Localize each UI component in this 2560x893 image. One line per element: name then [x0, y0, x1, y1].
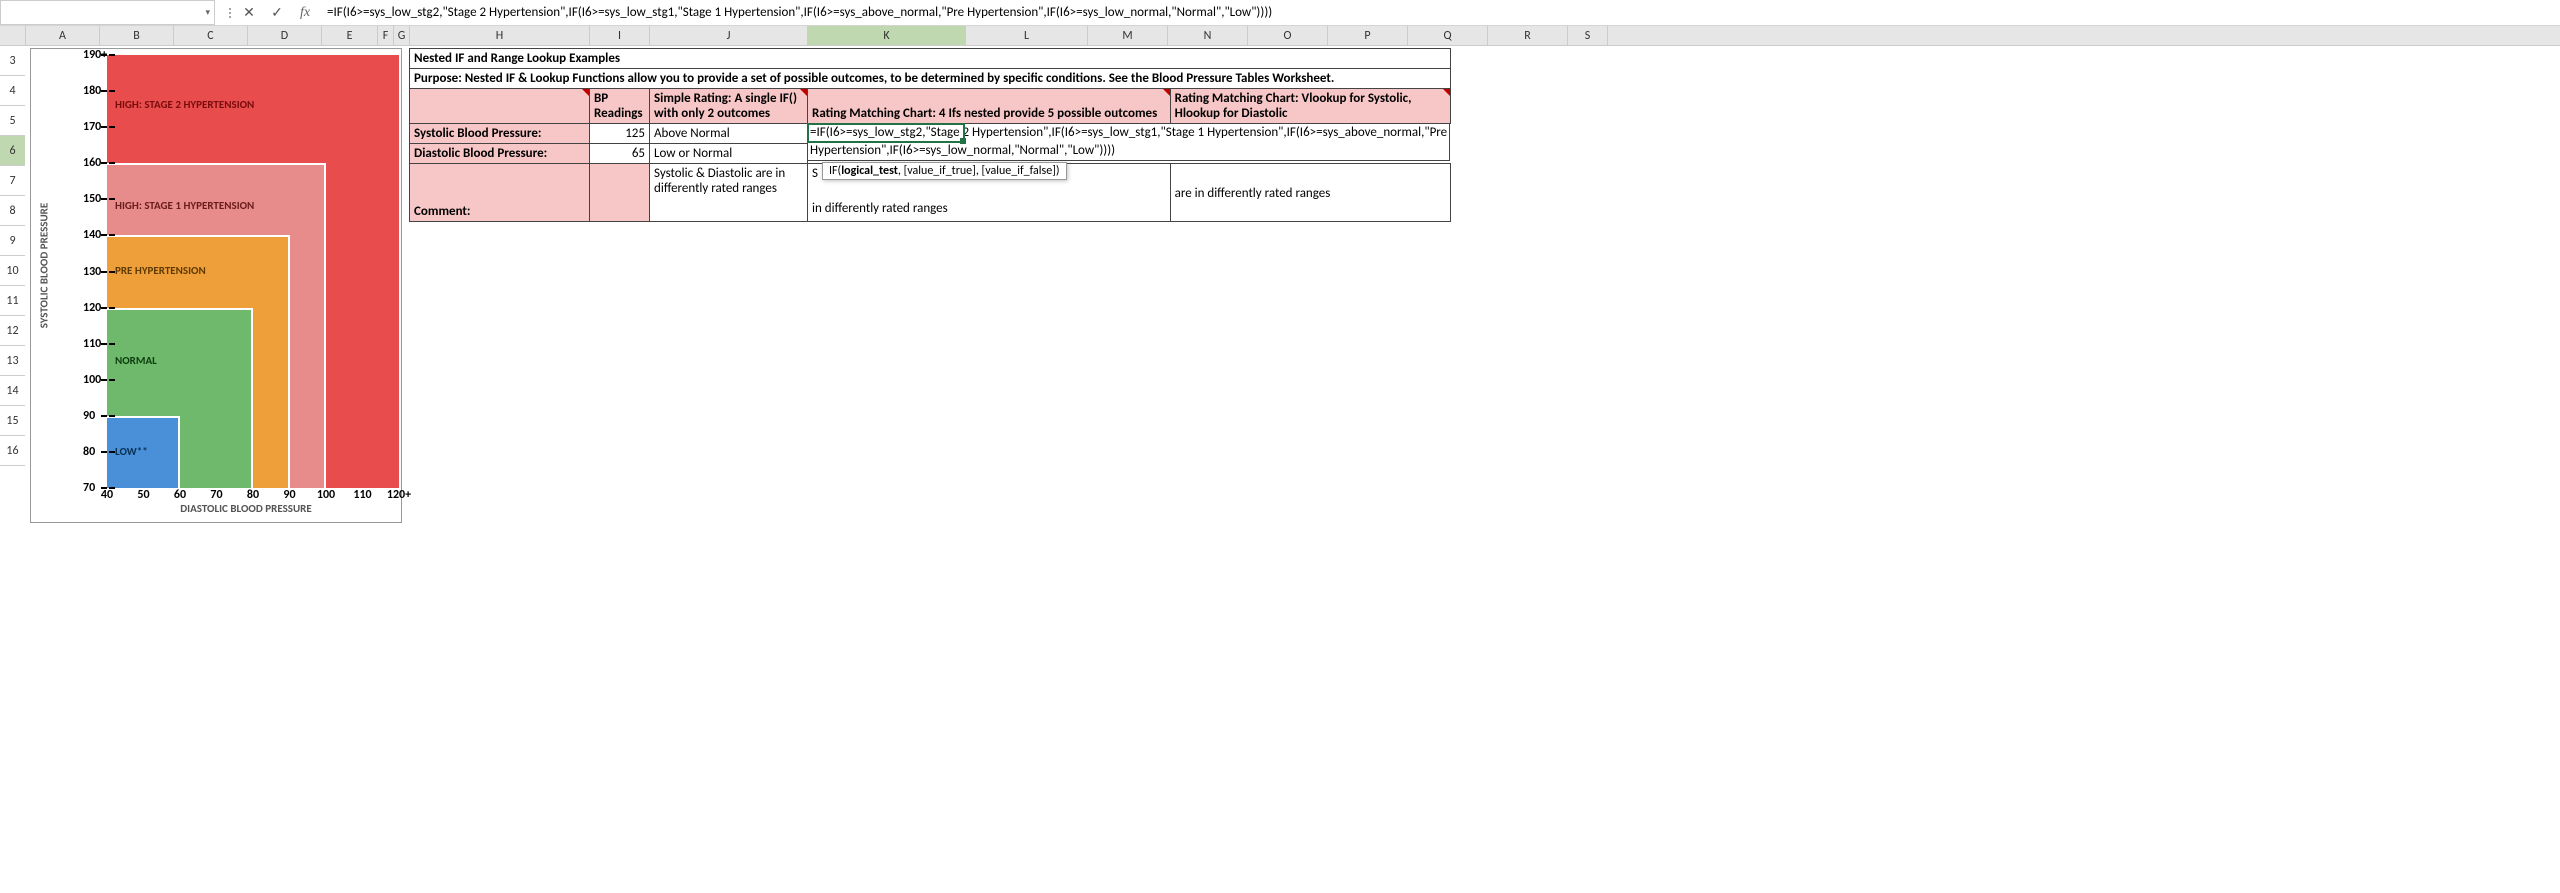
formula-overflow-2: Hypertension",IF(I6>=sys_low_normal,"Nor…	[810, 142, 1447, 160]
comment-label: Comment:	[410, 164, 590, 222]
table-purpose: Purpose: Nested IF & Lookup Functions al…	[410, 69, 1451, 89]
comment-j[interactable]: Systolic & Diastolic are in differently …	[650, 164, 808, 222]
accept-button[interactable]: ✓	[263, 0, 291, 25]
row-header-10[interactable]: 10	[0, 256, 25, 286]
fx-icon: fx	[300, 5, 310, 21]
row-header-6[interactable]: 6	[0, 136, 25, 166]
formula-overflow-1: =IF(I6>=sys_low_stg2,"Stage 2 Hypertensi…	[810, 124, 1447, 142]
row-header-8[interactable]: 8	[0, 196, 25, 226]
comment-blank	[590, 164, 650, 222]
column-header-B[interactable]: B	[100, 26, 174, 45]
zone-label-normal: NORMAL	[115, 354, 157, 367]
column-header-D[interactable]: D	[248, 26, 322, 45]
editing-cell[interactable]: =IF(I6>=sys_low_stg2,"Stage 2 Hypertensi…	[808, 124, 1450, 161]
header-rating-nested: Rating Matching Chart: 4 Ifs nested prov…	[808, 89, 1171, 124]
column-headers: ABCDEFGHIJKLMNOPQRS	[26, 26, 2560, 46]
zone-label-low: LOW**	[115, 445, 148, 458]
column-header-C[interactable]: C	[174, 26, 248, 45]
name-box[interactable]: ▾	[0, 0, 215, 25]
header-rating-vlookup: Rating Matching Chart: Vlookup for Systo…	[1170, 89, 1450, 124]
row-header-9[interactable]: 9	[0, 226, 25, 256]
table-title: Nested IF and Range Lookup Examples	[410, 49, 1451, 69]
formula-input[interactable]: =IF(I6>=sys_low_stg2,"Stage 2 Hypertensi…	[319, 0, 2560, 25]
column-header-K[interactable]: K	[808, 26, 966, 45]
bp-chart: SYSTOLIC BLOOD PRESSURE DIASTOLIC BLOOD …	[30, 48, 402, 523]
row-header-14[interactable]: 14	[0, 376, 25, 406]
comment-k[interactable]: S IF(logical_test, [value_if_true], [val…	[808, 164, 1171, 222]
cancel-button[interactable]: ✕	[235, 0, 263, 25]
y-axis-title: SYSTOLIC BLOOD PRESSURE	[33, 49, 55, 482]
chevron-down-icon[interactable]: ▾	[205, 7, 210, 18]
check-icon: ✓	[271, 4, 283, 21]
diastolic-label: Diastolic Blood Pressure:	[410, 144, 590, 164]
systolic-simple[interactable]: Above Normal	[650, 124, 808, 144]
nested-if-table: Nested IF and Range Lookup Examples Purp…	[409, 48, 1451, 222]
column-header-R[interactable]: R	[1488, 26, 1568, 45]
column-header-G[interactable]: G	[394, 26, 410, 45]
zone-label-stage2: HIGH: STAGE 2 HYPERTENSION	[115, 98, 254, 111]
diastolic-reading[interactable]: 65	[590, 144, 650, 164]
fx-button[interactable]: fx	[291, 0, 319, 25]
diastolic-simple[interactable]: Low or Normal	[650, 144, 808, 164]
column-header-M[interactable]: M	[1088, 26, 1168, 45]
select-all-corner[interactable]	[0, 26, 26, 46]
row-header-3[interactable]: 3	[0, 46, 25, 76]
column-header-J[interactable]: J	[650, 26, 808, 45]
column-header-E[interactable]: E	[322, 26, 378, 45]
column-header-H[interactable]: H	[410, 26, 590, 45]
comment-l[interactable]: are in differently rated ranges	[1170, 164, 1450, 222]
column-header-L[interactable]: L	[966, 26, 1088, 45]
data-table-area: Nested IF and Range Lookup Examples Purp…	[409, 48, 1451, 222]
systolic-reading[interactable]: 125	[590, 124, 650, 144]
header-bp-readings: BP Readings	[590, 89, 650, 124]
x-axis-title: DIASTOLIC BLOOD PRESSURE	[101, 502, 391, 520]
column-header-P[interactable]: P	[1328, 26, 1408, 45]
row-header-15[interactable]: 15	[0, 406, 25, 436]
column-header-S[interactable]: S	[1568, 26, 1608, 45]
row-header-12[interactable]: 12	[0, 316, 25, 346]
header-simple-rating: Simple Rating: A single IF() with only 2…	[650, 89, 808, 124]
function-hint: IF(logical_test, [value_if_true], [value…	[822, 162, 1067, 180]
row-header-5[interactable]: 5	[0, 106, 25, 136]
row-header-4[interactable]: 4	[0, 76, 25, 106]
plot-area: HIGH: STAGE 2 HYPERTENSION HIGH: STAGE 1 …	[107, 55, 399, 488]
zone-label-stage1: HIGH: STAGE 1 HYPERTENSION	[115, 199, 254, 212]
formula-text: =IF(I6>=sys_low_stg2,"Stage 2 Hypertensi…	[327, 5, 1272, 20]
column-header-F[interactable]: F	[378, 26, 394, 45]
systolic-label: Systolic Blood Pressure:	[410, 124, 590, 144]
formula-bar: ▾ ✕ ✓ fx =IF(I6>=sys_low_stg2,"Stage 2 H…	[0, 0, 2560, 26]
drag-handle-icon[interactable]	[225, 6, 235, 20]
row-header-7[interactable]: 7	[0, 166, 25, 196]
row-header-16[interactable]: 16	[0, 436, 25, 466]
column-header-O[interactable]: O	[1248, 26, 1328, 45]
zone-label-pre: PRE HYPERTENSION	[115, 264, 206, 277]
column-header-N[interactable]: N	[1168, 26, 1248, 45]
column-header-I[interactable]: I	[590, 26, 650, 45]
close-icon: ✕	[243, 4, 255, 21]
row-header-11[interactable]: 11	[0, 286, 25, 316]
header-blank	[410, 89, 590, 124]
column-header-Q[interactable]: Q	[1408, 26, 1488, 45]
column-header-A[interactable]: A	[26, 26, 100, 45]
row-header-13[interactable]: 13	[0, 346, 25, 376]
